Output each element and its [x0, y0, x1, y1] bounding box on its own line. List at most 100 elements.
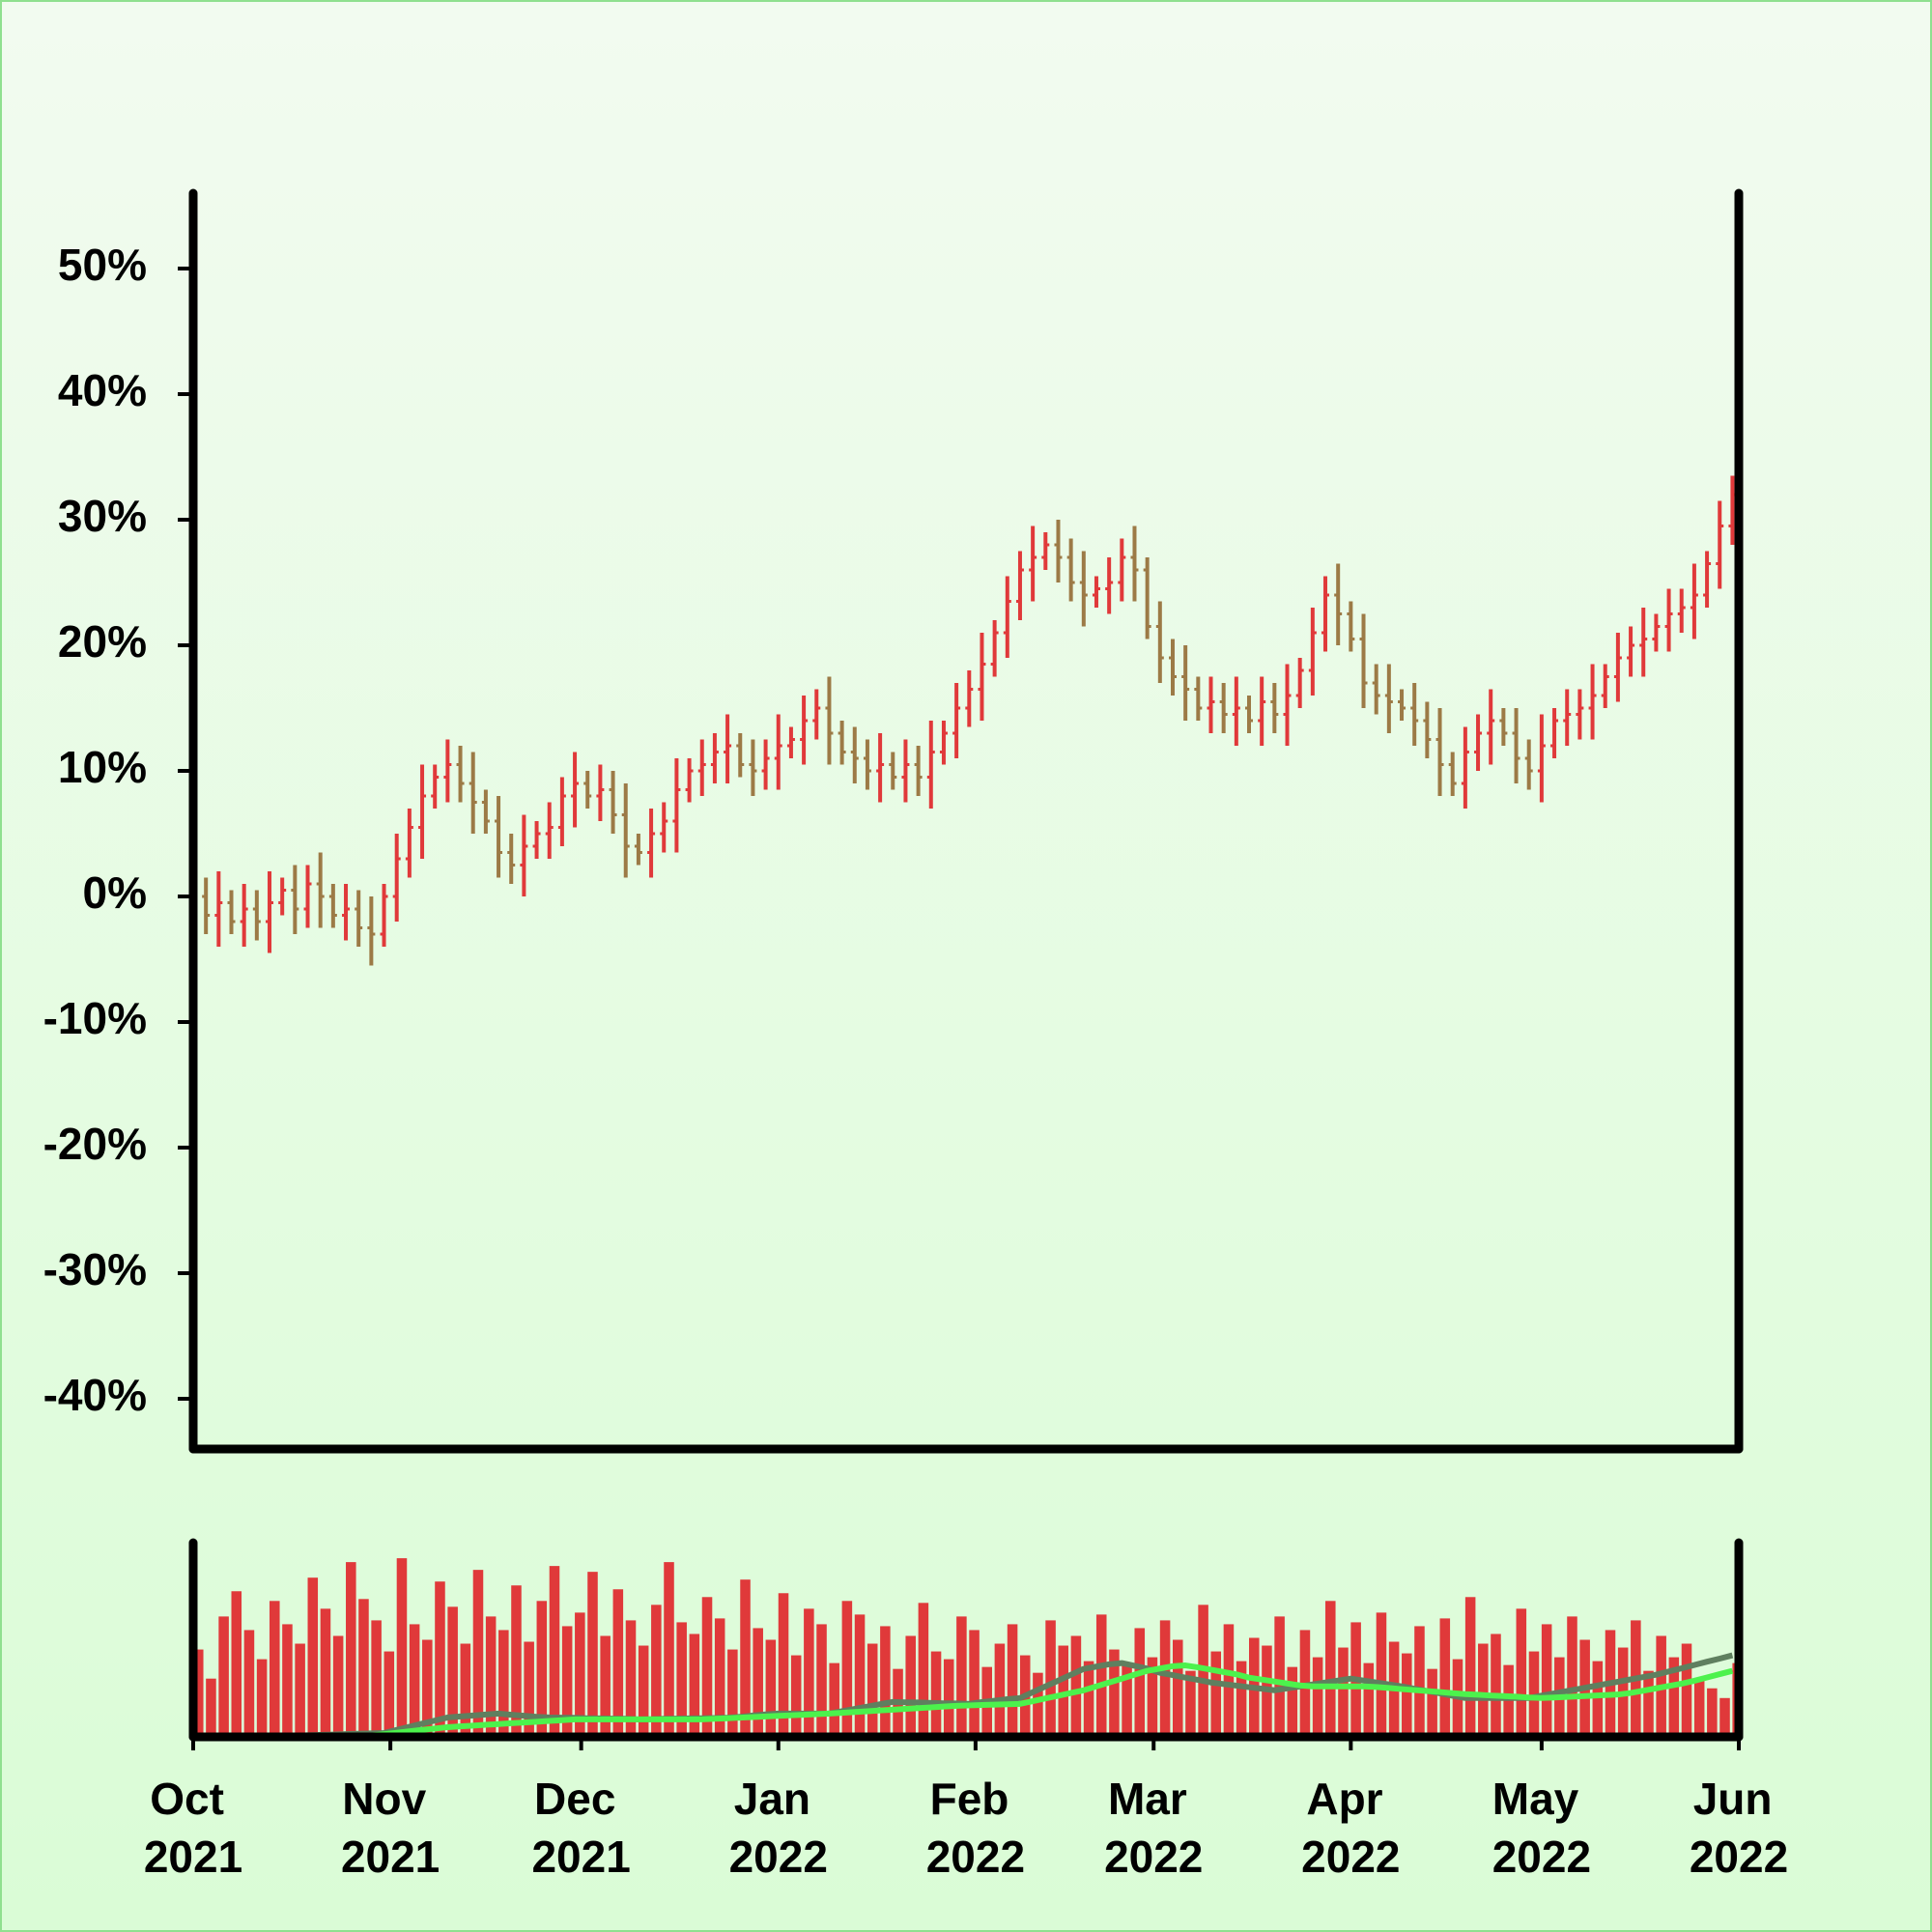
- volume-bar: [930, 1651, 942, 1737]
- volume-bar: [549, 1566, 560, 1737]
- volume-bar: [1376, 1612, 1387, 1737]
- volume-bar: [1109, 1649, 1120, 1737]
- volume-bar: [664, 1562, 674, 1737]
- volume-bar: [714, 1618, 725, 1737]
- volume-bar: [1516, 1608, 1527, 1737]
- volume-bar: [472, 1570, 484, 1737]
- volume-bar: [460, 1643, 471, 1737]
- volume-bar: [638, 1645, 649, 1737]
- volume-bar: [1033, 1672, 1043, 1737]
- volume-bar: [1210, 1651, 1222, 1737]
- volume-bar: [829, 1662, 839, 1737]
- moving-average-line: [357, 1662, 1734, 1740]
- volume-bar: [282, 1624, 293, 1737]
- volume-bar: [1427, 1668, 1437, 1737]
- volume-bar: [727, 1649, 738, 1737]
- y-tick-label: 20%: [58, 616, 147, 667]
- volume-bar: [994, 1643, 1006, 1737]
- volume-bar: [1464, 1597, 1476, 1737]
- volume-bar: [422, 1639, 433, 1737]
- volume-bar: [1172, 1639, 1183, 1737]
- y-tick-label: 0%: [83, 867, 147, 918]
- volume-bar: [561, 1626, 573, 1737]
- volume-bar: [1541, 1624, 1552, 1737]
- volume-bar: [485, 1616, 497, 1737]
- volume-bar: [1592, 1661, 1604, 1737]
- volume-bar: [701, 1597, 713, 1737]
- volume-bar: [880, 1626, 891, 1737]
- volume-bar: [587, 1572, 598, 1737]
- volume-bar: [1287, 1666, 1298, 1737]
- volume-bar: [969, 1630, 980, 1737]
- volume-bar: [447, 1606, 458, 1737]
- volume-bar: [218, 1616, 229, 1737]
- x-tick-label: Apr 2022: [1301, 1774, 1400, 1882]
- volume-bar: [1007, 1624, 1018, 1737]
- volume-bar: [536, 1601, 548, 1737]
- y-tick-label: -30%: [43, 1244, 147, 1294]
- volume-bar: [575, 1612, 585, 1737]
- volume-bar: [600, 1635, 611, 1737]
- volume-bar: [1567, 1616, 1577, 1737]
- volume-bar: [1707, 1688, 1718, 1737]
- x-tick-label: Feb 2022: [926, 1774, 1025, 1882]
- volume-bar: [1122, 1664, 1132, 1737]
- x-tick-label: Mar 2022: [1104, 1774, 1203, 1882]
- volume-bar: [1095, 1614, 1107, 1737]
- volume-bar: [396, 1558, 408, 1737]
- y-tick-label: -20%: [43, 1119, 147, 1169]
- volume-bar: [1058, 1645, 1069, 1737]
- volume-bar: [206, 1678, 216, 1737]
- volume-bar: [1363, 1662, 1375, 1737]
- volume-bar: [358, 1599, 369, 1737]
- volume-bar: [1402, 1653, 1412, 1737]
- volume-bar: [371, 1620, 382, 1737]
- x-tick-label: May 2022: [1492, 1774, 1591, 1882]
- volume-bar: [943, 1659, 954, 1737]
- volume-bar: [790, 1655, 802, 1737]
- volume-bar: [332, 1635, 344, 1737]
- y-tick-label: -40%: [43, 1370, 147, 1420]
- volume-bar: [511, 1585, 522, 1737]
- x-tick-label: Jan 2022: [729, 1774, 828, 1882]
- volume-bar: [740, 1579, 751, 1737]
- volume-bar: [307, 1577, 319, 1737]
- volume-bar: [1719, 1697, 1730, 1737]
- y-tick-label: 50%: [58, 240, 147, 290]
- y-tick-label: 30%: [58, 491, 147, 541]
- volume-bar: [1083, 1661, 1094, 1737]
- volume-bar: [778, 1593, 789, 1737]
- volume-bar: [1325, 1601, 1336, 1737]
- volume-bar: [346, 1562, 356, 1737]
- volume-bar: [1338, 1647, 1349, 1737]
- volume-bar: [956, 1616, 967, 1737]
- volume-bar: [1274, 1616, 1285, 1737]
- volume-bar: [1491, 1634, 1501, 1737]
- volume-bar: [1185, 1670, 1196, 1737]
- volume-bar: [243, 1630, 255, 1737]
- volume-bar: [918, 1603, 929, 1737]
- volume-bar: [1681, 1643, 1692, 1737]
- x-tick-label: Oct 2021: [144, 1774, 242, 1882]
- volume-bar: [1159, 1620, 1171, 1737]
- volume-bar: [854, 1614, 866, 1737]
- volume-bar: [1439, 1618, 1451, 1737]
- volume-bar: [1503, 1664, 1514, 1737]
- volume-bar: [256, 1659, 268, 1737]
- volume-bar: [651, 1605, 662, 1737]
- volume-bar: [765, 1639, 777, 1737]
- volume-bar: [524, 1641, 534, 1737]
- volume-bar: [270, 1601, 280, 1737]
- volume-bar: [1236, 1661, 1247, 1737]
- volume-bar: [320, 1608, 331, 1737]
- volume-bar: [498, 1630, 509, 1737]
- volume-bar: [193, 1649, 204, 1737]
- volume-bar: [1147, 1657, 1158, 1737]
- volume-bar: [905, 1635, 916, 1737]
- volume-bar: [804, 1608, 814, 1737]
- volume-bar: [867, 1643, 878, 1737]
- x-tick-label: Nov 2021: [341, 1774, 440, 1882]
- volume-bar: [1223, 1624, 1235, 1737]
